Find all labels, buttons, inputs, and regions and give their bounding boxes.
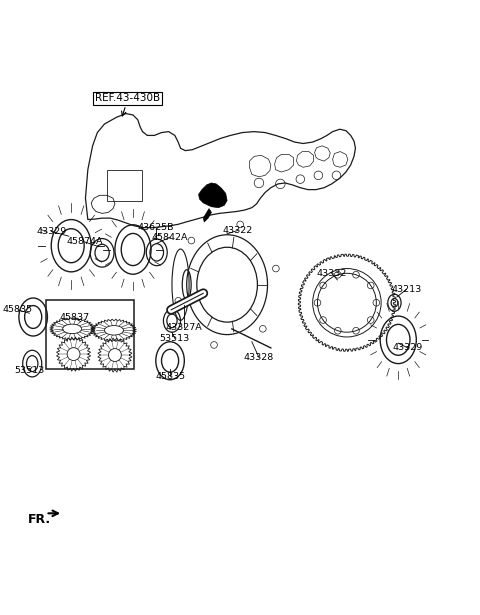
Text: 45842A: 45842A	[152, 232, 188, 242]
Text: 43322: 43322	[222, 226, 252, 235]
Text: REF.43-430B: REF.43-430B	[95, 93, 160, 103]
Text: 43332: 43332	[316, 269, 347, 278]
Text: 45837: 45837	[60, 314, 90, 322]
Bar	[107, 170, 143, 200]
Polygon shape	[199, 183, 227, 208]
Polygon shape	[204, 208, 211, 222]
Text: 53513: 53513	[14, 366, 45, 375]
Bar	[47, 300, 134, 369]
Text: 43328: 43328	[244, 353, 274, 362]
Text: 45874A: 45874A	[66, 237, 103, 247]
Text: 45835: 45835	[155, 372, 185, 381]
Text: 45835: 45835	[3, 306, 33, 314]
Text: 43213: 43213	[391, 285, 421, 294]
Text: 43329: 43329	[393, 343, 423, 352]
Text: 43625B: 43625B	[138, 223, 174, 232]
Text: 53513: 53513	[160, 334, 190, 343]
Text: 43327A: 43327A	[166, 323, 203, 332]
Text: 43329: 43329	[36, 227, 66, 236]
Text: FR.: FR.	[27, 512, 50, 526]
